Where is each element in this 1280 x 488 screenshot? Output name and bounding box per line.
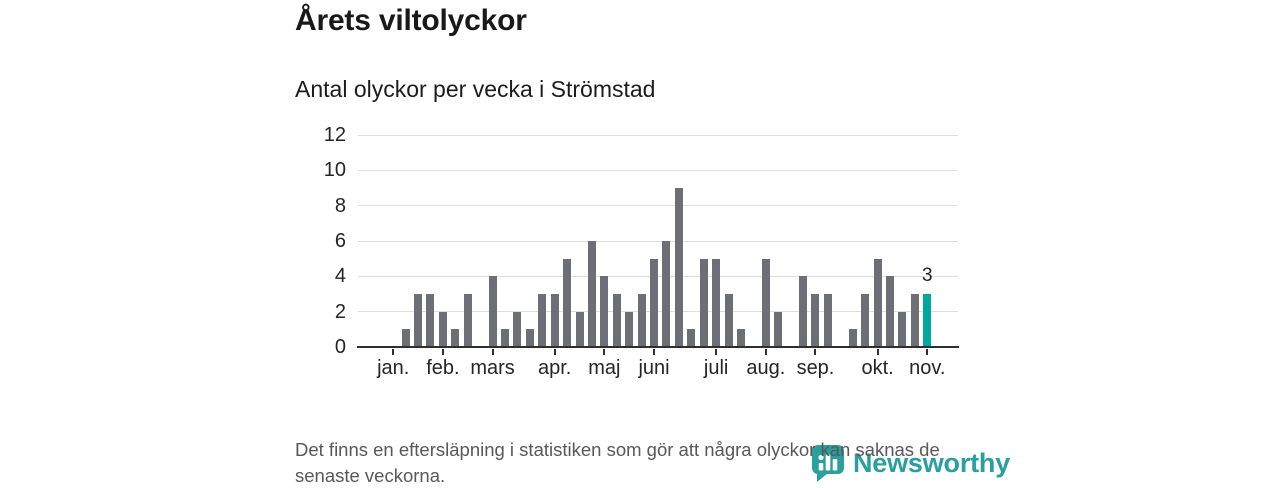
newsworthy-wordmark: Newsworthy — [853, 447, 1011, 478]
bar-week-6 — [451, 329, 460, 347]
y-axis-label-2: 2 — [334, 300, 346, 323]
x-axis-label-sep: sep. — [796, 357, 835, 379]
bar-week-44 — [923, 294, 932, 347]
bar-week-21 — [637, 294, 646, 347]
bar-week-28 — [724, 294, 733, 347]
bar-week-38 — [848, 329, 857, 347]
gridline-y-12 — [358, 134, 958, 136]
bar-week-41 — [886, 276, 894, 347]
bar-week-2 — [401, 329, 410, 347]
x-axis-label-feb: feb. — [426, 357, 460, 379]
bar-week-43 — [910, 294, 919, 347]
bar-week-35 — [811, 294, 820, 347]
bar-week-17 — [587, 241, 596, 347]
y-axis-label-10: 10 — [323, 159, 346, 182]
x-tick-nov — [926, 349, 929, 355]
gridline-y-6 — [358, 240, 958, 242]
bar-week-19 — [612, 294, 621, 347]
bar-week-3 — [414, 294, 423, 347]
bar-week-24 — [674, 188, 683, 347]
x-tick-maj — [603, 349, 606, 355]
bar-week-12 — [525, 329, 534, 347]
y-axis-label-8: 8 — [334, 194, 346, 217]
x-axis-label-maj: maj — [588, 357, 621, 379]
bar-week-23 — [662, 241, 671, 347]
y-axis-label-4: 4 — [334, 265, 346, 288]
x-tick-apr — [553, 349, 556, 355]
bar-week-40 — [873, 258, 882, 347]
chart-title: Årets viltolyckor — [295, 4, 527, 37]
bar-week-26 — [699, 258, 708, 347]
x-tick-juli — [715, 349, 718, 355]
y-axis-label-0: 0 — [334, 336, 346, 358]
x-tick-okt — [876, 349, 879, 355]
bar-week-4 — [426, 294, 435, 347]
x-axis-label-jan: jan. — [377, 357, 410, 379]
bar-week-25 — [687, 329, 696, 347]
bar-week-31 — [761, 258, 770, 347]
bar-week-5 — [438, 311, 447, 347]
bar-week-13 — [538, 294, 547, 347]
x-tick-mars — [491, 349, 494, 355]
bar-week-7 — [463, 294, 472, 347]
newsworthy-logo: Newsworthy — [810, 444, 1010, 482]
bar-week-42 — [898, 311, 907, 347]
bar-week-16 — [575, 311, 584, 347]
bar-week-9 — [488, 276, 497, 347]
x-tick-aug — [764, 349, 767, 355]
bar-week-32 — [774, 311, 783, 347]
x-tick-juni — [653, 349, 656, 355]
x-tick-jan — [392, 349, 395, 355]
bar-week-11 — [513, 311, 522, 347]
x-axis-label-nov: nov. — [909, 357, 946, 379]
footnote: Det finns en eftersläpning i statistiken… — [295, 439, 940, 486]
x-axis-label-aug: aug. — [746, 357, 786, 379]
x-axis-label-mars: mars — [470, 357, 515, 379]
x-tick-sep — [814, 349, 817, 355]
bar-chart-plot: 3 — [358, 134, 958, 347]
bar-week-10 — [500, 329, 509, 347]
y-axis-label-6: 6 — [334, 230, 346, 252]
bar-week-15 — [563, 258, 572, 347]
x-axis-label-apr: apr. — [537, 357, 572, 379]
bar-week-39 — [861, 294, 870, 347]
bar-week-14 — [550, 294, 559, 347]
x-tick-feb — [441, 349, 444, 355]
x-axis-line — [357, 345, 959, 348]
gridline-y-8 — [358, 205, 958, 207]
gridline-y-10 — [358, 169, 958, 171]
bar-week-22 — [650, 258, 659, 347]
newsworthy-bubble-chart-icon — [812, 445, 844, 482]
bar-week-18 — [600, 276, 609, 347]
bar-week-36 — [823, 294, 832, 347]
bar-week-34 — [799, 276, 808, 347]
highlight-value-label: 3 — [921, 265, 933, 286]
bar-week-29 — [736, 329, 745, 347]
bar-week-20 — [625, 311, 634, 347]
y-axis-label-12: 12 — [323, 124, 346, 146]
x-axis-label-juni: juni — [638, 357, 670, 379]
x-axis-label-okt: okt. — [861, 357, 894, 379]
bar-week-27 — [712, 258, 721, 347]
chart-subtitle: Antal olyckor per vecka i Strömstad — [295, 76, 656, 102]
x-axis-label-juli: juli — [703, 357, 729, 379]
